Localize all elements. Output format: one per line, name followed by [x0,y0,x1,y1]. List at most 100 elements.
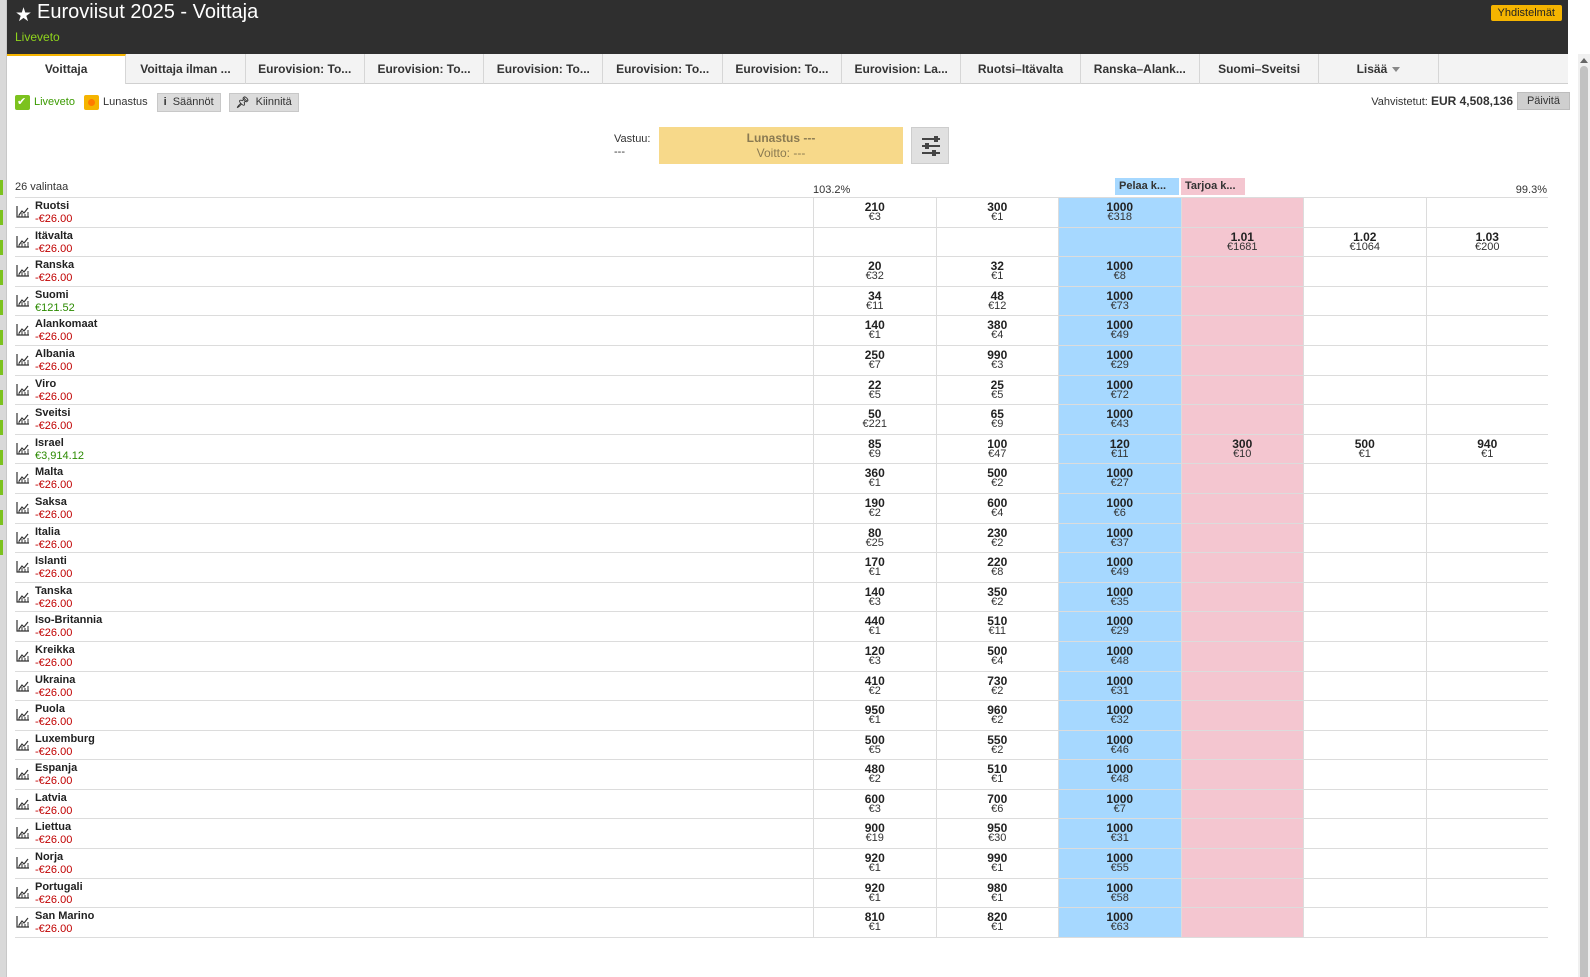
lay-price-cell-2[interactable] [1303,701,1426,730]
lay-price-cell-2[interactable] [1303,345,1426,375]
lay-price-cell-1[interactable] [1180,198,1303,227]
back-price-cell-3[interactable]: 22 €5 [813,375,936,405]
chart-icon[interactable] [16,531,30,544]
back-price-cell-2[interactable]: 950 €30 [935,819,1059,849]
lay-price-cell-3[interactable] [1425,523,1549,553]
lay-price-cell-3[interactable] [1425,789,1549,819]
back-price-cell-1[interactable]: 1000 €48 [1058,641,1181,671]
lay-price-cell-2[interactable] [1303,789,1426,819]
chart-icon[interactable] [16,323,30,336]
scrollbar-thumb[interactable] [1580,66,1588,977]
back-price-cell-2[interactable]: 730 €2 [935,671,1059,701]
chart-icon[interactable] [16,442,30,455]
chart-icon[interactable] [16,797,30,810]
lay-price-cell-3[interactable] [1425,819,1549,849]
lay-price-cell-3[interactable] [1425,878,1549,908]
lay-price-cell-1[interactable] [1180,878,1303,908]
lay-price-cell-1[interactable] [1180,286,1303,316]
chart-icon[interactable] [16,826,30,840]
back-all-header[interactable]: Pelaa k... [1115,178,1179,195]
lay-price-cell-1[interactable] [1180,819,1303,849]
lay-price-cell-2[interactable] [1303,257,1426,286]
back-price-cell-3[interactable]: 480 €2 [813,760,936,789]
tab-10[interactable]: Suomi–Sveitsi [1200,54,1320,84]
back-price-cell-2[interactable]: 65 €9 [935,405,1059,434]
back-price-cell-2[interactable]: 220 €8 [935,553,1059,582]
back-price-cell-3[interactable] [813,227,936,257]
lay-price-cell-1[interactable] [1180,316,1303,345]
lay-price-cell-2[interactable] [1303,582,1426,612]
lay-price-cell-1[interactable] [1180,405,1303,434]
tab-2[interactable]: Eurovision: To... [246,54,365,84]
favourite-star-icon[interactable]: ★ [15,5,33,26]
back-price-cell-3[interactable]: 190 €2 [813,493,936,523]
chart-icon[interactable] [16,264,30,277]
chart-icon[interactable] [16,619,30,632]
tab-0[interactable]: Voittaja [7,54,127,84]
lay-price-cell-1[interactable] [1180,908,1303,937]
lay-price-cell-2[interactable] [1303,641,1426,671]
lay-price-cell-3[interactable] [1425,375,1549,405]
back-price-cell-1[interactable]: 1000 €55 [1058,849,1181,878]
back-price-cell-1[interactable]: 1000 €31 [1058,819,1181,849]
lay-price-cell-1[interactable] [1180,760,1303,789]
lay-price-cell-3[interactable] [1425,641,1549,671]
back-price-cell-3[interactable]: 170 €1 [813,553,936,582]
back-price-cell-3[interactable]: 250 €7 [813,345,936,375]
back-price-cell-1[interactable]: 1000 €29 [1058,345,1181,375]
chart-icon[interactable] [16,353,30,366]
chart-icon[interactable] [16,590,30,603]
lay-price-cell-1[interactable] [1180,641,1303,671]
lay-price-cell-1[interactable] [1180,849,1303,878]
back-price-cell-1[interactable]: 1000 €7 [1058,789,1181,819]
lay-price-cell-3[interactable] [1425,612,1549,641]
back-price-cell-2[interactable]: 510 €1 [935,760,1059,789]
lay-price-cell-1[interactable] [1180,523,1303,553]
lay-price-cell-1[interactable] [1180,612,1303,641]
back-price-cell-3[interactable]: 210 €3 [813,198,936,227]
tab-1[interactable]: Voittaja ilman ... [126,54,246,84]
chart-icon[interactable] [16,915,30,928]
chart-icon[interactable] [16,649,30,662]
tab-11[interactable]: Lisää [1319,54,1439,84]
lay-price-cell-3[interactable] [1425,405,1549,434]
back-price-cell-2[interactable]: 350 €2 [935,582,1059,612]
lay-price-cell-3[interactable] [1425,316,1549,345]
back-price-cell-3[interactable]: 80 €25 [813,523,936,553]
back-price-cell-3[interactable]: 360 €1 [813,464,936,493]
tab-6[interactable]: Eurovision: To... [723,54,843,84]
lay-price-cell-1[interactable] [1180,257,1303,286]
lay-price-cell-2[interactable]: 500 €1 [1303,434,1426,464]
lay-price-cell-2[interactable]: 1.02 €1064 [1303,227,1426,257]
lay-price-cell-2[interactable] [1303,819,1426,849]
lay-price-cell-2[interactable] [1303,316,1426,345]
back-price-cell-1[interactable]: 1000 €49 [1058,316,1181,345]
lay-price-cell-3[interactable] [1425,849,1549,878]
chart-icon[interactable] [16,205,30,218]
back-price-cell-2[interactable]: 48 €12 [935,286,1059,316]
chart-icon[interactable] [16,412,30,425]
lay-price-cell-2[interactable] [1303,612,1426,641]
lay-all-header[interactable]: Tarjoa k... [1181,178,1245,195]
lay-price-cell-3[interactable] [1425,760,1549,789]
back-price-cell-2[interactable]: 100 €47 [935,434,1059,464]
back-price-cell-1[interactable]: 1000 €43 [1058,405,1181,434]
rules-button[interactable]: i Säännöt [156,92,221,112]
back-price-cell-3[interactable]: 810 €1 [813,908,936,937]
back-price-cell-3[interactable]: 920 €1 [813,849,936,878]
lay-price-cell-2[interactable] [1303,286,1426,316]
lay-price-cell-1[interactable] [1180,553,1303,582]
back-price-cell-1[interactable]: 1000 €49 [1058,553,1181,582]
lay-price-cell-1[interactable] [1180,464,1303,493]
back-price-cell-2[interactable]: 380 €4 [935,316,1059,345]
back-price-cell-2[interactable]: 820 €1 [935,908,1059,937]
chart-icon[interactable] [16,679,30,692]
back-price-cell-1[interactable]: 1000 €63 [1058,908,1181,937]
back-price-cell-2[interactable]: 700 €6 [935,789,1059,819]
back-price-cell-1[interactable]: 1000 €73 [1058,286,1181,316]
back-price-cell-3[interactable]: 85 €9 [813,434,936,464]
lay-price-cell-1[interactable] [1180,345,1303,375]
lay-price-cell-2[interactable] [1303,405,1426,434]
back-price-cell-1[interactable]: 1000 €72 [1058,375,1181,405]
back-price-cell-2[interactable]: 500 €2 [935,464,1059,493]
